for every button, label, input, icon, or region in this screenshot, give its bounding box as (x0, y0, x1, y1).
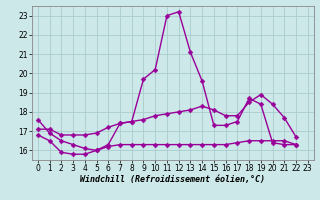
X-axis label: Windchill (Refroidissement éolien,°C): Windchill (Refroidissement éolien,°C) (80, 175, 265, 184)
